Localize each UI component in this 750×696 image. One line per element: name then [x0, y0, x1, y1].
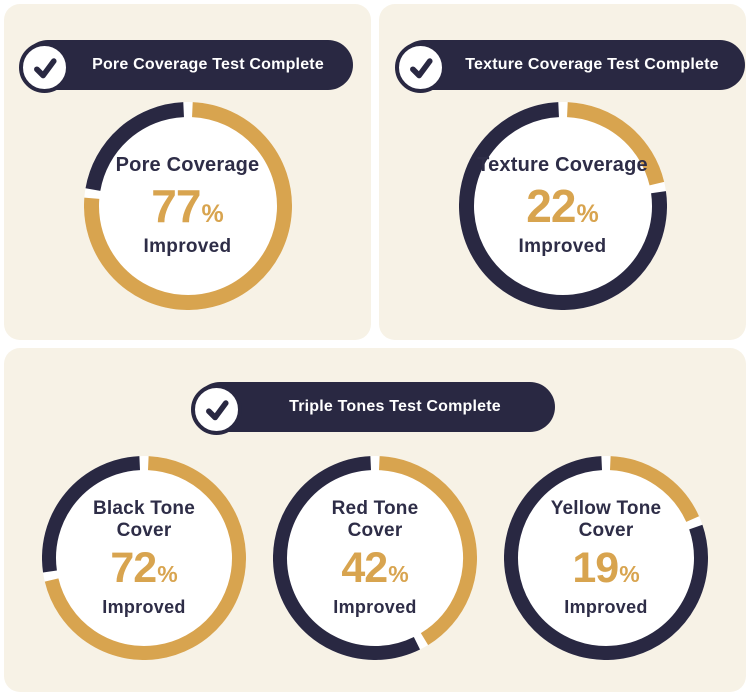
donut-caption: Improved	[333, 597, 417, 618]
donut-caption: Improved	[102, 597, 186, 618]
red-tone-donut: Red Tone Cover 42% Improved	[273, 456, 477, 660]
percent-value: 19	[572, 544, 619, 593]
check-icon	[395, 42, 446, 93]
percent-sign: %	[576, 199, 599, 228]
percent-value: 42	[341, 544, 388, 593]
percent-sign: %	[619, 561, 640, 588]
donut-center-text: Red Tone Cover 42% Improved	[273, 456, 477, 660]
donut-ring	[458, 102, 667, 310]
donut-improved-arc	[83, 102, 292, 310]
yellow-tone-donut: Yellow Tone Cover 19% Improved	[504, 456, 708, 660]
donut-title: Yellow Tone Cover	[550, 497, 662, 541]
pore-coverage-donut: Pore Coverage 77% Improved	[83, 102, 292, 310]
percent-value: 72	[110, 544, 157, 593]
donut-caption: Improved	[143, 235, 232, 257]
donut-ring	[504, 456, 708, 660]
percent-sign: %	[388, 561, 409, 588]
percent-value: 77	[151, 179, 201, 232]
panel-texture-coverage: Texture Coverage Test Complete Texture C…	[379, 4, 746, 340]
donut-percent: 72%	[110, 547, 177, 590]
badge-label: Pore Coverage Test Complete	[92, 56, 324, 73]
triple-tones-donut-row: Black Tone Cover 72% Improved Red Tone C…	[4, 456, 746, 660]
check-icon	[19, 42, 70, 93]
donut-ring	[273, 456, 477, 660]
donut-center-text: Texture Coverage 22% Improved	[459, 102, 667, 310]
percent-value: 22	[526, 179, 576, 232]
donut-inner-disc	[273, 456, 477, 660]
badge-label: Texture Coverage Test Complete	[465, 56, 719, 73]
donut-remaining-arc	[273, 456, 421, 660]
donut-inner-disc	[42, 456, 246, 660]
donut-percent: 42%	[341, 547, 408, 590]
panel-triple-tones: Triple Tones Test Complete Black Tone Co…	[4, 348, 746, 692]
pore-test-complete-badge: Pore Coverage Test Complete	[19, 40, 353, 93]
triple-tones-test-complete-badge: Triple Tones Test Complete	[191, 382, 555, 435]
donut-title: Texture Coverage	[477, 154, 648, 177]
donut-improved-arc	[44, 456, 246, 660]
donut-center-text: Yellow Tone Cover 19% Improved	[504, 456, 708, 660]
donut-remaining-arc	[458, 102, 667, 310]
texture-coverage-donut: Texture Coverage 22% Improved	[458, 102, 667, 310]
black-tone-donut: Black Tone Cover 72% Improved	[42, 456, 246, 660]
percent-sign: %	[201, 199, 224, 228]
donut-percent: 77%	[151, 183, 223, 229]
donut-title: Pore Coverage	[115, 154, 260, 177]
donut-ring	[42, 456, 246, 660]
donut-improved-arc	[566, 102, 664, 186]
donut-inner-disc	[504, 456, 708, 660]
donut-improved-arc	[378, 456, 477, 646]
donut-title: Black Tone Cover	[93, 497, 195, 541]
donut-remaining-arc	[504, 456, 708, 660]
donut-ring	[83, 102, 292, 310]
check-icon	[191, 384, 242, 435]
donut-inner-disc	[83, 102, 292, 310]
donut-center-text: Black Tone Cover 72% Improved	[42, 456, 246, 660]
texture-test-complete-badge: Texture Coverage Test Complete	[395, 40, 745, 93]
donut-center-text: Pore Coverage 77% Improved	[84, 102, 292, 310]
donut-title: Red Tone Cover	[331, 497, 419, 541]
donut-remaining-arc	[85, 102, 184, 192]
donut-remaining-arc	[42, 456, 141, 573]
percent-sign: %	[157, 561, 178, 588]
donut-caption: Improved	[518, 235, 607, 257]
donut-percent: 22%	[526, 183, 598, 229]
donut-inner-disc	[458, 102, 667, 310]
donut-percent: 19%	[572, 547, 639, 590]
donut-improved-arc	[609, 456, 700, 523]
donut-caption: Improved	[564, 597, 648, 618]
badge-label: Triple Tones Test Complete	[289, 398, 501, 415]
panel-pore-coverage: Pore Coverage Test Complete Pore Coverag…	[4, 4, 371, 340]
